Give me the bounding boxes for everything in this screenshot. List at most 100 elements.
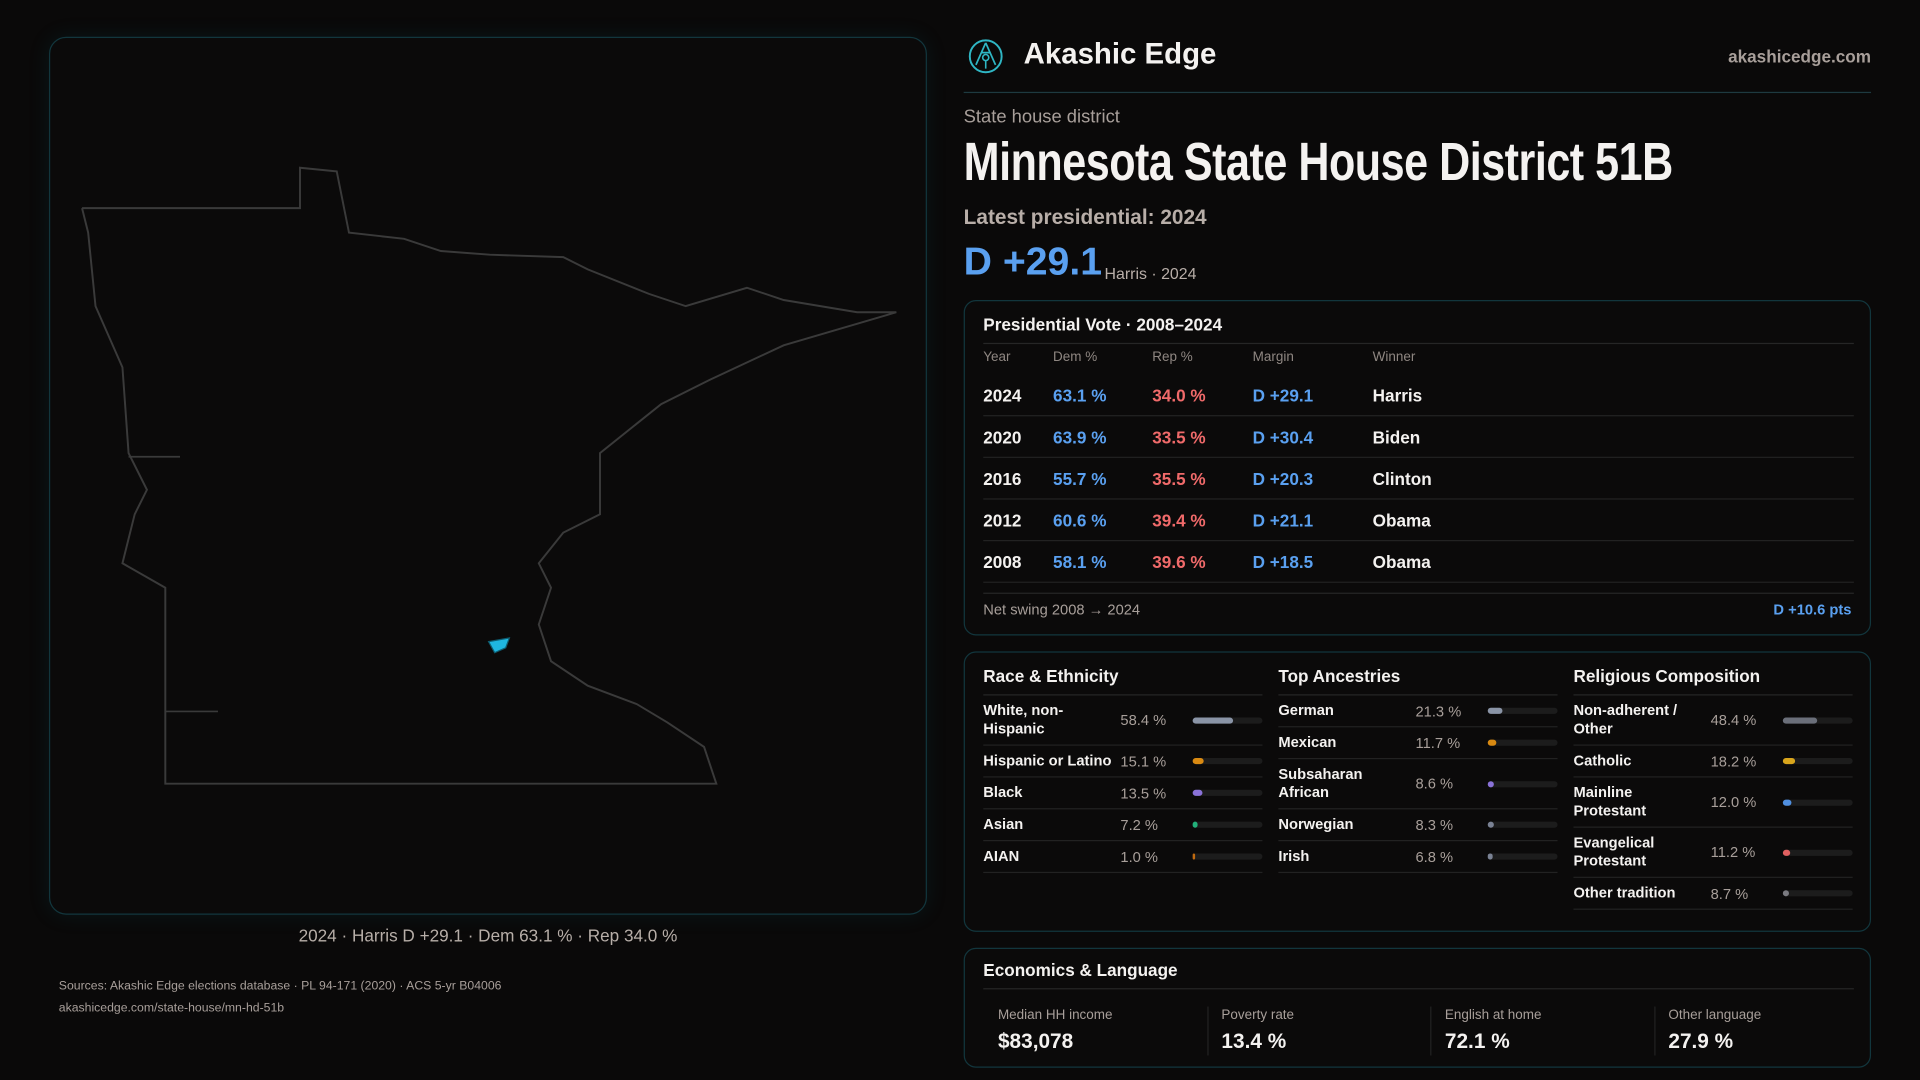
demographic-bar-fill	[1782, 757, 1796, 765]
economic-label: English at home	[1444, 1007, 1542, 1023]
compass-key-emblem-icon	[968, 39, 1003, 74]
demographic-label: Mainline Protestant	[1573, 783, 1647, 820]
demographic-bar-fill	[1782, 798, 1792, 806]
demographic-label: Hispanic or Latino	[983, 751, 1112, 769]
vote-dem: 60.6 %	[1053, 510, 1107, 531]
demographic-label: Subsaharan African	[1278, 765, 1363, 801]
demographic-label: Norwegian	[1278, 815, 1354, 833]
divider	[983, 988, 1854, 990]
divider	[983, 342, 1854, 345]
demographic-row: German 21.3 %	[1278, 696, 1558, 728]
net-swing-label: Net swing 2008 → 2024	[983, 601, 1141, 619]
demographic-pct: 48.4 %	[1710, 711, 1757, 729]
demographic-pct: 15.1 %	[1120, 752, 1167, 770]
presidential-vote-card	[963, 300, 1872, 636]
demographic-bar	[1192, 853, 1263, 860]
demographic-bar	[1487, 821, 1558, 828]
demographic-bar	[1192, 757, 1263, 765]
demographic-section-title: Religious Composition	[1573, 666, 1761, 686]
vote-winner: Clinton	[1372, 468, 1432, 489]
vote-dem: 55.7 %	[1053, 468, 1107, 489]
demographic-pct: 8.6 %	[1415, 775, 1454, 793]
vote-row: 2016 55.7 % 35.5 % D +20.3 Clinton	[983, 458, 1854, 500]
net-swing-value: D +10.6 pts	[1773, 601, 1852, 619]
demographic-label: Catholic	[1573, 751, 1632, 769]
demographic-bar-fill	[1487, 739, 1496, 746]
demographic-bar-fill	[1192, 789, 1203, 796]
demographic-list: Non-adherent / Other 48.4 % Catholic 18.…	[1573, 696, 1853, 910]
headline-margin-sub: Harris · 2024	[1104, 264, 1197, 283]
vote-rep: 35.5 %	[1152, 468, 1206, 489]
vote-year: 2016	[983, 468, 1022, 489]
demographic-bar	[1487, 739, 1558, 746]
map-panel[interactable]	[48, 36, 927, 915]
demographic-bar	[1782, 798, 1853, 806]
demographic-row: Evangelical Protestant 11.2 %	[1573, 828, 1853, 878]
demographic-bar	[1192, 716, 1263, 724]
divider	[1206, 1006, 1208, 1056]
vote-winner: Obama	[1372, 510, 1431, 531]
demographic-section-title: Top Ancestries	[1278, 666, 1401, 686]
sources-note: Sources: Akashic Edge elections database…	[58, 979, 502, 994]
demographic-bar	[1487, 780, 1558, 787]
demographic-bar	[1782, 890, 1853, 897]
demographic-section-title: Race & Ethnicity	[983, 666, 1119, 686]
vote-row: 2008 58.1 % 39.6 % D +18.5 Obama	[983, 541, 1854, 583]
headline-margin: D +29.1	[963, 238, 1103, 283]
site-link[interactable]: akashicedge.com	[1728, 46, 1872, 67]
vote-dem: 58.1 %	[1053, 552, 1107, 572]
demographic-label: AIAN	[983, 847, 1020, 865]
demographic-bar-fill	[1782, 890, 1789, 897]
demographic-pct: 8.7 %	[1710, 884, 1749, 902]
economic-label: Poverty rate	[1221, 1007, 1295, 1023]
demographic-row: Irish 6.8 %	[1278, 841, 1558, 874]
demographic-bar	[1487, 853, 1558, 860]
demographic-label: Black	[983, 783, 1023, 801]
demographic-bar	[1782, 849, 1853, 856]
demographic-bar	[1782, 716, 1853, 724]
vote-winner: Biden	[1372, 427, 1421, 447]
demographic-row: Norwegian 8.3 %	[1278, 809, 1558, 842]
demographic-pct: 1.0 %	[1120, 847, 1158, 866]
vote-rep: 39.4 %	[1152, 510, 1206, 531]
vote-rep: 39.6 %	[1152, 552, 1206, 572]
demographic-bar-fill	[1192, 757, 1204, 765]
demographic-pct: 58.4 %	[1120, 711, 1167, 729]
demographic-pct: 7.2 %	[1120, 816, 1158, 834]
economic-value: $83,078	[997, 1029, 1074, 1054]
permalink[interactable]: akashicedge.com/state-house/mn-hd-51b	[58, 1001, 285, 1016]
vote-row: 2012 60.6 % 39.4 % D +21.1 Obama	[983, 500, 1854, 542]
demographic-list: German 21.3 % Mexican 11.7 % Subsaharan …	[1278, 696, 1558, 874]
demographic-bar-fill	[1487, 821, 1494, 828]
demographic-bar-fill	[1192, 716, 1234, 724]
divider	[1573, 694, 1853, 696]
demographic-bar	[1782, 757, 1853, 765]
demographic-label: Evangelical Protestant	[1573, 833, 1655, 870]
vote-margin: D +29.1	[1252, 385, 1314, 406]
demographic-row: Other tradition 8.7 %	[1573, 878, 1853, 910]
demographic-pct: 11.7 %	[1415, 734, 1461, 752]
demographic-bar-fill	[1782, 849, 1791, 856]
demographic-bar-fill	[1487, 780, 1494, 787]
vote-year: 2020	[983, 427, 1022, 447]
economics-title: Economics & Language	[983, 960, 1178, 980]
vote-dem: 63.1 %	[1053, 385, 1107, 406]
demographic-list: White, non-Hispanic 58.4 % Hispanic or L…	[983, 696, 1263, 874]
demographic-row: Catholic 18.2 %	[1573, 746, 1853, 778]
column-header: Winner	[1372, 350, 1416, 365]
page-title: Minnesota State House District 51B	[963, 132, 1674, 193]
demographic-row: White, non-Hispanic 58.4 %	[983, 696, 1263, 746]
demographic-label: White, non-Hispanic	[983, 701, 1064, 738]
demographic-bar	[1192, 789, 1263, 796]
demographic-bar	[1192, 821, 1263, 828]
brand-name: Akashic Edge	[1023, 37, 1217, 72]
vote-margin: D +20.3	[1252, 468, 1314, 489]
economics-card	[963, 947, 1872, 1068]
map-caption: 2024 · Harris D +29.1 · Dem 63.1 % · Rep…	[298, 925, 678, 946]
vote-rep: 34.0 %	[1152, 385, 1206, 406]
demographic-bar	[1487, 707, 1558, 714]
latest-presidential: Latest presidential: 2024	[963, 205, 1207, 229]
demographic-row: Non-adherent / Other 48.4 %	[1573, 696, 1853, 746]
demographic-row: Black 13.5 %	[983, 778, 1263, 810]
demographic-label: Asian	[983, 815, 1024, 833]
